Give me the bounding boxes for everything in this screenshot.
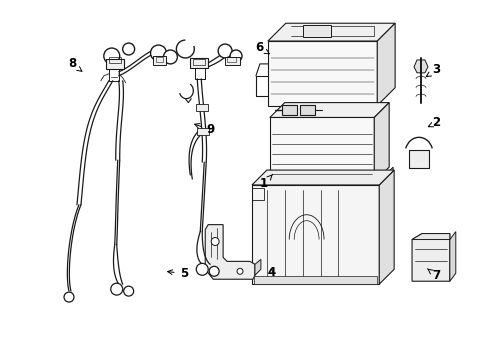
Polygon shape: [251, 185, 379, 284]
Bar: [196, 104, 208, 111]
Polygon shape: [411, 234, 449, 239]
Circle shape: [163, 50, 177, 64]
Bar: [299, 105, 314, 114]
Bar: [105, 59, 123, 69]
Circle shape: [230, 50, 242, 62]
Polygon shape: [449, 231, 455, 281]
Polygon shape: [411, 234, 449, 281]
Text: 1: 1: [259, 174, 272, 190]
Polygon shape: [265, 182, 377, 190]
Polygon shape: [379, 170, 393, 284]
Bar: [197, 129, 209, 135]
Bar: [152, 56, 166, 65]
Text: 8: 8: [68, 57, 81, 71]
Polygon shape: [205, 225, 254, 279]
Text: 7: 7: [427, 269, 440, 282]
Polygon shape: [267, 23, 394, 41]
Circle shape: [122, 43, 134, 55]
Circle shape: [218, 44, 232, 58]
Polygon shape: [269, 103, 388, 117]
Circle shape: [211, 238, 219, 246]
Text: 5: 5: [167, 267, 187, 280]
Bar: [190, 58, 208, 68]
Text: 3: 3: [426, 63, 440, 77]
Polygon shape: [269, 117, 373, 182]
Text: 6: 6: [254, 41, 269, 54]
Bar: [302, 25, 330, 37]
Polygon shape: [267, 41, 376, 105]
Bar: [408, 150, 428, 168]
Polygon shape: [373, 103, 388, 182]
Bar: [193, 59, 205, 65]
Text: 4: 4: [266, 266, 275, 279]
Text: 2: 2: [427, 116, 440, 129]
Circle shape: [209, 266, 219, 276]
Circle shape: [123, 286, 133, 296]
Polygon shape: [376, 23, 394, 105]
Bar: [226, 57, 236, 62]
Bar: [224, 57, 240, 65]
Text: 9: 9: [194, 123, 214, 136]
Circle shape: [111, 283, 122, 295]
Bar: [251, 188, 264, 200]
Bar: [281, 105, 296, 114]
Circle shape: [103, 48, 120, 64]
Circle shape: [150, 45, 166, 61]
Bar: [253, 276, 376, 284]
Circle shape: [64, 292, 74, 302]
Bar: [108, 57, 121, 63]
Polygon shape: [413, 60, 427, 73]
Bar: [155, 57, 163, 62]
Polygon shape: [254, 260, 261, 275]
Circle shape: [237, 268, 243, 274]
Polygon shape: [377, 167, 392, 190]
Circle shape: [196, 264, 208, 275]
Polygon shape: [251, 170, 393, 185]
